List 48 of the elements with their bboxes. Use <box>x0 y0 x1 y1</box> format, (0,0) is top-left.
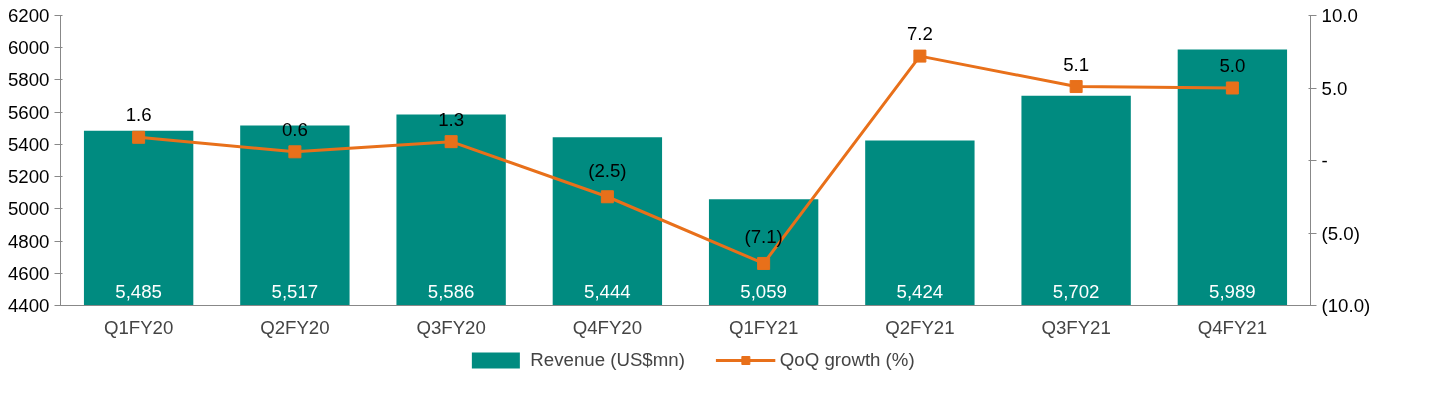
x-tick-label: Q2FY20 <box>260 316 330 338</box>
y-tick-label: 5400 <box>8 133 50 155</box>
y2-tick-label: 5.0 <box>1321 77 1348 99</box>
y2-tick-label: (5.0) <box>1321 222 1360 244</box>
data-label: 5,485 <box>115 280 162 302</box>
y-tick-label: 5200 <box>8 166 50 188</box>
x-tick-label: Q3FY20 <box>416 316 486 338</box>
data-label: 5,989 <box>1209 280 1256 302</box>
legend-label: Revenue (US$mn) <box>530 349 685 371</box>
x-tick-label: Q4FY21 <box>1197 316 1268 338</box>
x-tick-label: Q1FY21 <box>728 316 799 338</box>
y-tick-label: 5600 <box>8 101 50 123</box>
point <box>1225 81 1239 95</box>
x-tick-label: Q4FY20 <box>572 316 643 338</box>
point <box>132 130 146 144</box>
point <box>913 49 927 63</box>
x-tick-label: Q3FY21 <box>1041 316 1111 338</box>
data-label: 5,424 <box>896 280 944 302</box>
x-tick-label: Q1FY20 <box>103 316 174 338</box>
y-tick-label: 4400 <box>8 295 50 316</box>
data-label: 5,059 <box>740 280 787 302</box>
point <box>757 256 771 270</box>
data-label: 5.1 <box>1063 53 1090 75</box>
data-label: 5,517 <box>271 280 319 302</box>
data-label: 5.0 <box>1219 55 1246 76</box>
y-tick-label: 5800 <box>8 69 50 91</box>
data-label: (2.5) <box>588 159 627 181</box>
data-label: 1.3 <box>438 108 465 130</box>
point <box>1069 80 1083 94</box>
legend-label: QoQ growth (%) <box>779 349 915 371</box>
y2-tick-label: (10.0) <box>1321 295 1371 316</box>
y2-tick-label: - <box>1321 150 1328 171</box>
y-tick-label: 6000 <box>8 37 50 59</box>
y-tick-label: 6200 <box>8 5 50 26</box>
y-tick-label: 4600 <box>8 262 50 284</box>
data-label: 5,586 <box>427 280 475 302</box>
point <box>444 135 458 149</box>
data-label: (7.1) <box>744 226 783 248</box>
data-label: 5,702 <box>1052 280 1100 302</box>
data-label: 5,444 <box>584 280 631 302</box>
y-tick-label: 5000 <box>8 198 50 220</box>
point <box>288 145 302 159</box>
y2-tick-label: 10.0 <box>1321 5 1358 26</box>
data-label: 7.2 <box>906 23 933 45</box>
point <box>600 190 614 204</box>
x-tick-label: Q2FY21 <box>885 316 955 338</box>
data-label: 1.6 <box>125 104 152 126</box>
y-tick-label: 4800 <box>8 230 50 252</box>
